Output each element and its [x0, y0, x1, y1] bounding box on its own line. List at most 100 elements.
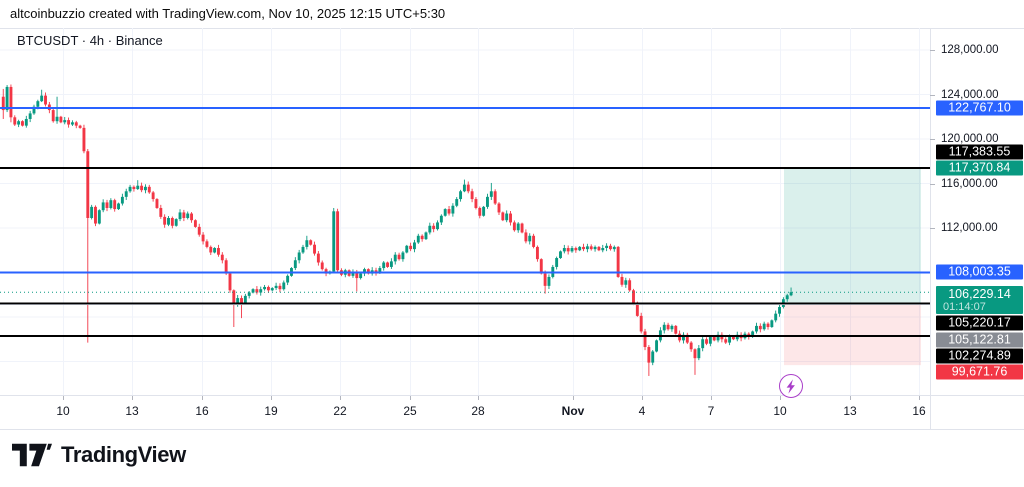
time-axis-tickmark	[780, 396, 781, 400]
candle	[720, 332, 724, 343]
candle	[270, 287, 274, 292]
candle	[243, 293, 247, 304]
time-axis-tickmark	[642, 396, 643, 400]
level-lines-layer[interactable]	[0, 107, 930, 338]
candle	[201, 232, 205, 245]
candle	[232, 289, 236, 328]
candle	[147, 184, 151, 194]
long-position-profit-zone[interactable]	[784, 168, 921, 304]
candle	[585, 243, 589, 253]
candle	[17, 119, 21, 128]
tv-logo-wordmark: TradingView	[61, 442, 186, 467]
candle	[128, 184, 132, 193]
candle	[705, 337, 708, 346]
candle	[389, 258, 393, 269]
candle	[90, 204, 94, 220]
candle	[497, 202, 501, 215]
candle	[655, 339, 659, 353]
candle	[547, 274, 551, 289]
candle	[482, 205, 486, 217]
candle	[255, 286, 259, 295]
time-axis-tick-label: 19	[264, 404, 278, 418]
candle	[397, 252, 401, 261]
candlestick-plot[interactable]	[0, 28, 930, 395]
time-axis-tickmark	[478, 396, 479, 400]
candle	[670, 324, 674, 332]
candle	[416, 233, 420, 244]
price-level-label: 105,220.17	[936, 315, 1023, 331]
candle	[486, 193, 489, 209]
candle	[393, 252, 397, 265]
time-axis-tick-label: 4	[638, 404, 646, 418]
long-position-loss-zone[interactable]	[784, 303, 921, 366]
candle	[351, 269, 355, 278]
candle	[209, 245, 213, 256]
candle	[501, 211, 505, 222]
candle	[366, 268, 370, 275]
candle	[697, 345, 701, 361]
tradingview-logo[interactable]: TradingView	[12, 442, 186, 468]
candle	[282, 280, 286, 291]
candle	[612, 245, 616, 252]
candle	[313, 241, 316, 256]
candle	[509, 210, 512, 226]
candle	[266, 285, 270, 293]
candle	[386, 261, 389, 268]
candle	[186, 211, 190, 220]
price-level-label: 117,370.84	[936, 160, 1023, 176]
candle	[466, 181, 470, 194]
candle	[770, 319, 774, 328]
candle	[40, 89, 44, 103]
symbol-legend[interactable]: BTCUSDT · 4h · Binance	[17, 33, 163, 48]
time-axis-tickmark	[919, 396, 920, 400]
position-tool-zones[interactable]	[784, 168, 921, 366]
candle	[217, 244, 220, 257]
candle	[182, 209, 186, 222]
candle	[1, 88, 5, 119]
candle	[70, 120, 74, 126]
candle	[682, 332, 685, 344]
candle	[651, 350, 655, 366]
candle	[428, 222, 432, 235]
candle	[762, 321, 766, 331]
price-level-label: 102,274.89	[936, 348, 1023, 364]
price-axis-tick-label: 124,000.00	[941, 88, 999, 101]
candle	[51, 108, 55, 123]
candle	[240, 295, 243, 319]
grid-layer	[0, 28, 930, 395]
candle	[159, 204, 163, 219]
candle	[109, 198, 113, 210]
bar-countdown: 01:14:07	[943, 301, 986, 314]
candle	[251, 288, 255, 294]
candle	[524, 229, 528, 244]
price-axis-tickmark	[930, 50, 935, 51]
candle	[332, 207, 336, 274]
tv-logo-icon	[12, 443, 52, 467]
price-axis-tick-label: 112,000.00	[941, 222, 998, 234]
position-tool-icon[interactable]	[779, 374, 803, 398]
candle	[520, 222, 524, 234]
candle	[220, 252, 224, 264]
price-level-label: 108,003.35	[936, 264, 1023, 280]
time-axis-tick-label: Nov	[561, 404, 585, 418]
time-axis-tick-label: 10	[56, 404, 70, 418]
candle	[32, 104, 36, 115]
candle	[197, 223, 201, 237]
candle	[620, 273, 624, 287]
candle	[405, 244, 409, 254]
candle	[455, 197, 459, 208]
candle	[443, 208, 447, 217]
candle	[478, 206, 482, 219]
candle	[94, 205, 97, 227]
time-axis-tick-label: 25	[403, 404, 417, 418]
candle	[685, 332, 689, 345]
candle	[97, 209, 101, 225]
candle	[278, 283, 282, 293]
candle	[309, 239, 313, 246]
candle	[578, 246, 582, 252]
candle	[9, 84, 13, 123]
candle	[63, 116, 67, 125]
candle	[21, 120, 24, 127]
price-axis-tickmark	[930, 228, 935, 229]
time-axis-tick-label: 16	[912, 404, 926, 418]
